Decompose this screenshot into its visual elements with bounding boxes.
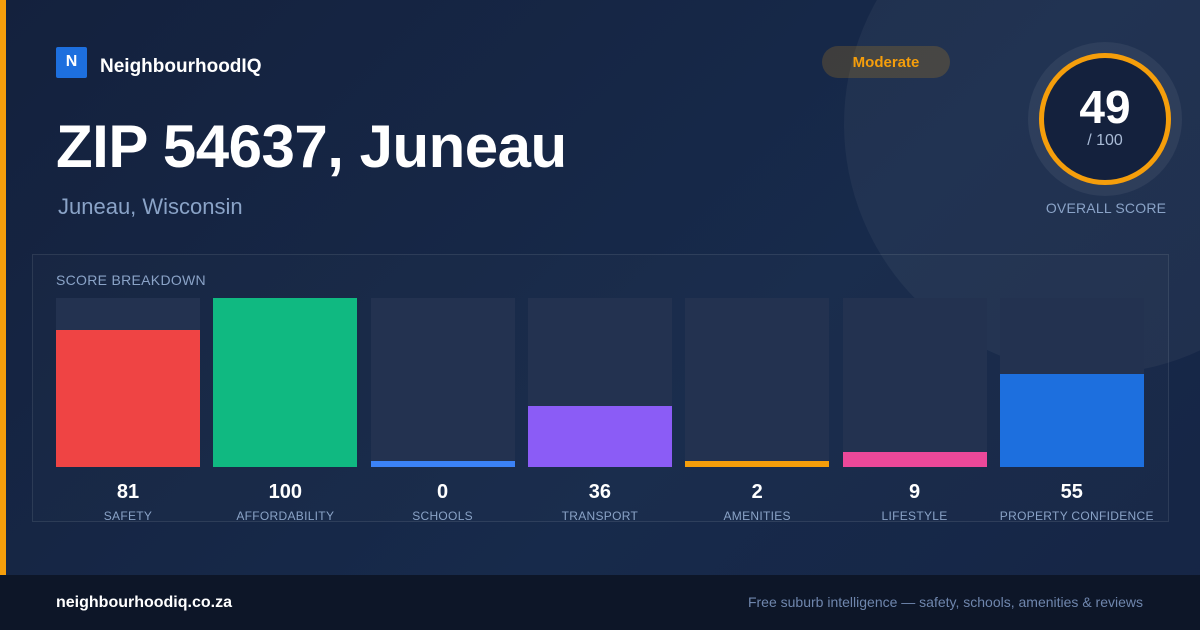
footer: neighbourhoodiq.co.za Free suburb intell… bbox=[0, 575, 1200, 630]
location-subtitle: Juneau, Wisconsin bbox=[58, 194, 243, 219]
bar-fill bbox=[999, 374, 1144, 467]
bar-value: 2 bbox=[751, 481, 763, 503]
bar-fill bbox=[842, 451, 987, 467]
bar-value: 0 bbox=[437, 481, 449, 503]
overall-score-max: / 100 bbox=[1087, 132, 1123, 149]
bar-column-amenities: 2 AMENITIES bbox=[685, 298, 830, 523]
bar-label: PROPERTY CONFIDENCE bbox=[999, 509, 1154, 523]
bar-fill bbox=[56, 330, 200, 467]
bar-column-safety: 81 SAFETY bbox=[56, 298, 200, 523]
footer-tagline: Free suburb intelligence — safety, schoo… bbox=[747, 594, 1143, 610]
bar-label: TRANSPORT bbox=[561, 509, 639, 523]
bar-value: 81 bbox=[116, 481, 140, 503]
breakdown-title: SCORE BREAKDOWN bbox=[56, 272, 206, 288]
brand-name: NeighbourhoodIQ bbox=[100, 56, 262, 77]
score-breakdown-panel: SCORE BREAKDOWN 81 SAFETY 100 AFFORDABILITY… bbox=[32, 254, 1169, 523]
bar-track bbox=[999, 298, 1144, 467]
overall-score-caption: OVERALL SCORE bbox=[1045, 200, 1167, 216]
bar-value: 9 bbox=[908, 481, 921, 503]
brand-logo-icon: N bbox=[56, 46, 87, 78]
bar-track bbox=[527, 298, 672, 467]
bar-label: AFFORDABILITY bbox=[236, 509, 335, 523]
bar-value: 55 bbox=[1060, 481, 1083, 503]
bar-value: 36 bbox=[588, 481, 612, 503]
accent-stripe bbox=[0, 0, 6, 575]
bar-fill bbox=[527, 406, 672, 467]
bar-track bbox=[842, 298, 987, 467]
bar-label: SAFETY bbox=[103, 509, 153, 523]
bar-column-schools: 0 SCHOOLS bbox=[370, 298, 515, 523]
bar-track bbox=[370, 298, 515, 467]
bar-track bbox=[685, 298, 830, 467]
overall-score-ring: 49 / 100 bbox=[1028, 42, 1182, 196]
footer-domain-link[interactable]: neighbourhoodiq.co.za bbox=[56, 594, 232, 611]
bar-fill bbox=[685, 461, 830, 467]
bar-fill bbox=[213, 298, 358, 467]
bar-track bbox=[56, 298, 200, 467]
bar-track bbox=[213, 298, 358, 467]
bar-fill bbox=[370, 461, 515, 467]
bar-label: SCHOOLS bbox=[412, 509, 473, 523]
bar-column-affordability: 100 AFFORDABILITY bbox=[213, 298, 358, 523]
overall-score-circle: 49 / 100 bbox=[1039, 53, 1171, 185]
bar-label: AMENITIES bbox=[723, 509, 791, 523]
rating-badge: Moderate bbox=[822, 46, 950, 78]
bar-value: 100 bbox=[268, 481, 302, 503]
bar-label: LIFESTYLE bbox=[881, 509, 948, 523]
brand[interactable]: N NeighbourhoodIQ bbox=[56, 46, 261, 78]
bar-column-transport: 36 TRANSPORT bbox=[527, 298, 672, 523]
overall-score-value: 49 bbox=[1079, 81, 1131, 133]
bar-column-lifestyle: 9 LIFESTYLE bbox=[842, 298, 987, 523]
bar-column-property-confidence: 55 PROPERTY CONFIDENCE bbox=[999, 298, 1154, 523]
page-title: ZIP 54637, Juneau bbox=[56, 113, 567, 180]
